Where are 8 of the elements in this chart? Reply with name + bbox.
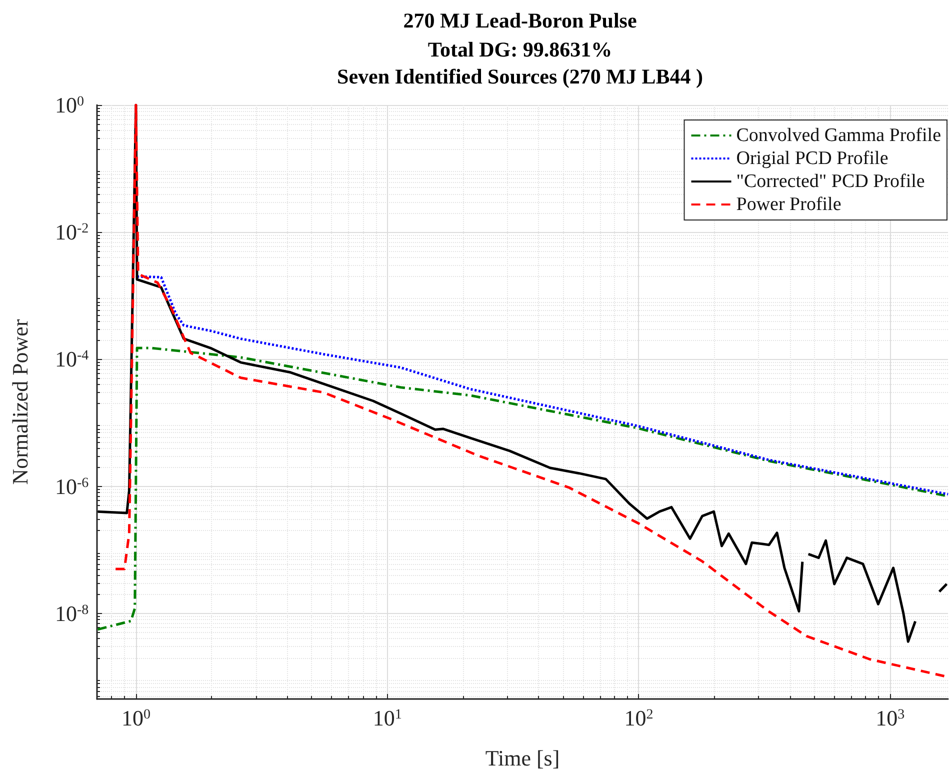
legend-label: Origial PCD Profile: [736, 148, 888, 169]
legend-label: "Corrected" PCD Profile: [736, 171, 925, 192]
chart-title: 270 MJ Lead-Boron Pulse: [403, 8, 637, 32]
x-axis-title: Time [s]: [485, 746, 560, 770]
legend-label: Power Profile: [736, 194, 842, 215]
chart-subtitle: Total DG: 99.8631% Seven Identified Sources (270 MJ LB44 ): [337, 38, 703, 88]
y-axis-title: Normalized Power: [8, 318, 32, 485]
legend-label: Convolved Gamma Profile: [736, 125, 942, 146]
